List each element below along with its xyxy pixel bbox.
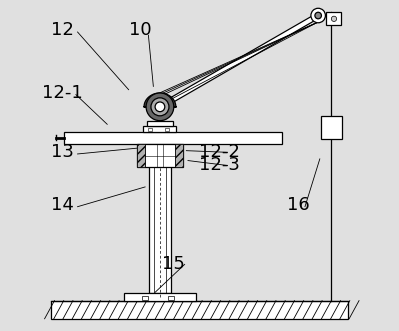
Circle shape <box>155 102 165 112</box>
Bar <box>144 126 176 131</box>
Bar <box>321 116 342 139</box>
Bar <box>175 144 183 167</box>
Circle shape <box>311 8 326 23</box>
Circle shape <box>315 12 322 19</box>
Text: 13: 13 <box>51 143 74 161</box>
Bar <box>137 144 183 167</box>
Text: 16: 16 <box>287 196 310 214</box>
Text: 12: 12 <box>51 22 74 39</box>
Bar <box>64 131 282 144</box>
Polygon shape <box>144 93 176 107</box>
Bar <box>142 296 148 300</box>
Bar <box>51 301 348 319</box>
Text: 14: 14 <box>51 196 74 214</box>
Bar <box>165 128 169 130</box>
Polygon shape <box>159 13 320 109</box>
Circle shape <box>151 98 169 116</box>
Text: 12-1: 12-1 <box>42 84 83 102</box>
Text: 10: 10 <box>129 22 152 39</box>
Bar <box>149 144 171 293</box>
Text: 15: 15 <box>162 256 185 273</box>
Bar <box>168 296 174 300</box>
Text: 12-3: 12-3 <box>199 157 240 174</box>
Circle shape <box>331 16 337 22</box>
Polygon shape <box>326 12 341 25</box>
Bar <box>137 144 145 167</box>
Bar <box>124 293 196 301</box>
Bar <box>148 128 152 130</box>
Bar <box>147 121 173 126</box>
Text: 12-2: 12-2 <box>199 143 240 161</box>
Circle shape <box>146 93 174 121</box>
